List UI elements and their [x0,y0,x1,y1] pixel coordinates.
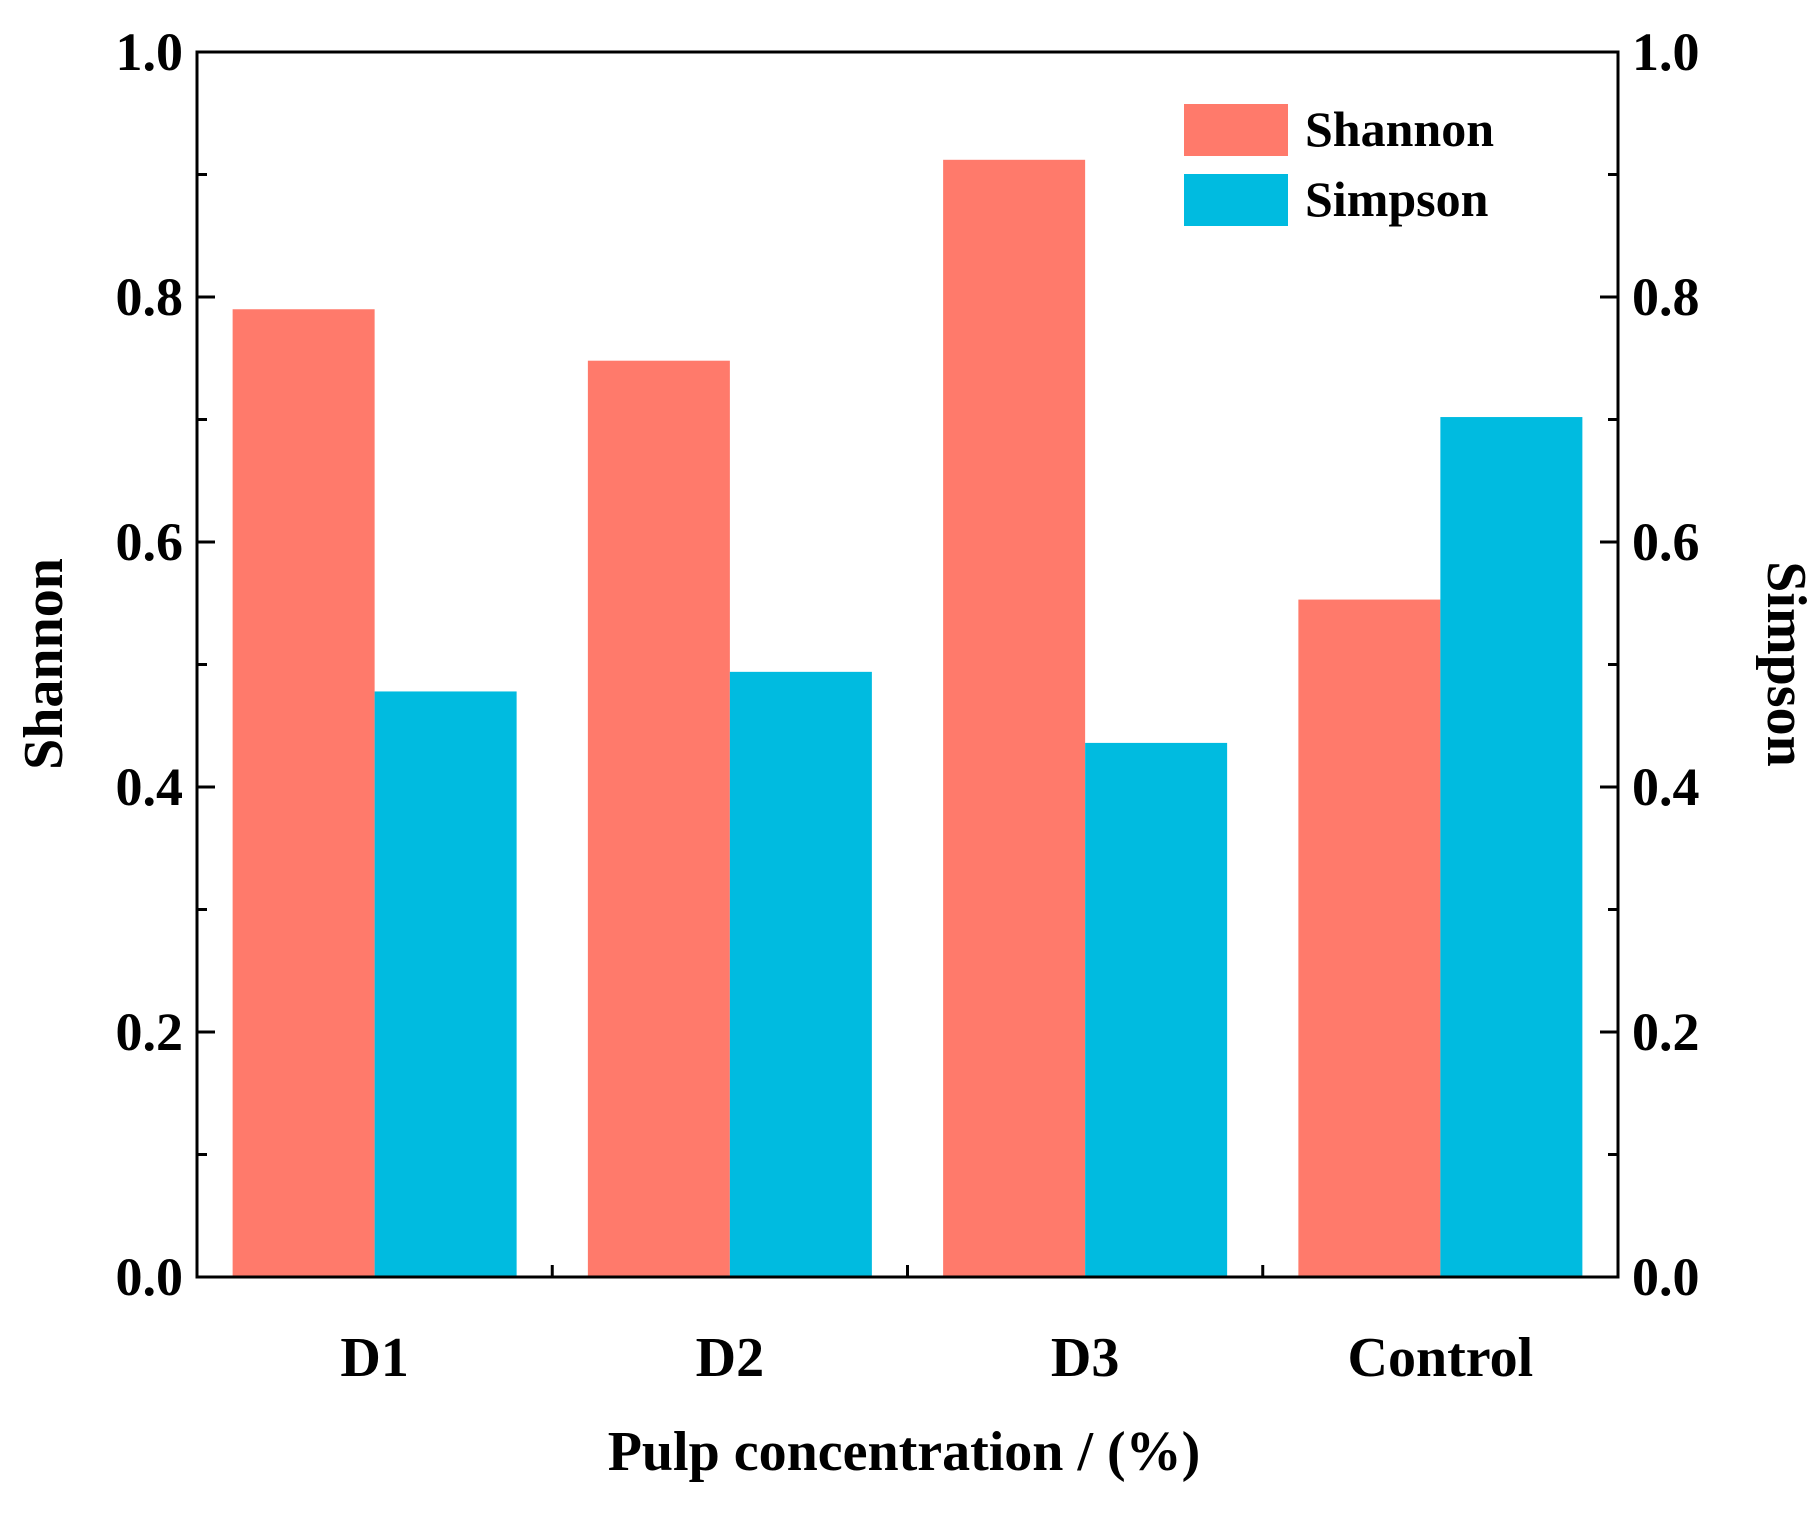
bar-shannon-control [1298,599,1441,1277]
x-tick-label-control: Control [1348,1327,1534,1389]
bar-simpson-d3 [1085,742,1228,1277]
y-axis-title-right: Simpson [1755,561,1813,766]
bar-simpson-d2 [729,671,872,1277]
y-tick-label-left: 0.4 [116,757,184,817]
bar-shannon-d3 [943,159,1086,1277]
x-tick-label-d2: D2 [696,1327,764,1389]
bar-shannon-d1 [232,309,375,1277]
y-tick-label-left: 1.0 [116,22,184,82]
legend-label-simpson: Simpson [1305,171,1489,227]
y-tick-label-right: 0.4 [1632,757,1700,817]
y-tick-label-left: 0.2 [116,1002,184,1062]
x-tick-label-d3: D3 [1051,1327,1119,1389]
x-axis-title: Pulp concentration / (%) [608,1421,1201,1483]
y-tick-label-left: 0.8 [116,267,184,327]
axes-layer [195,50,1620,1279]
y-tick-label-right: 1.0 [1632,22,1700,82]
legend: Shannon Simpson [1184,101,1494,227]
y-axis-title-left: Shannon [13,558,75,770]
legend-swatch-simpson [1184,174,1288,226]
bar-simpson-d1 [374,691,517,1277]
tick-labels-layer: 0.0 0.0 0.2 0.2 0.4 0.4 0.6 0.6 0.8 0.8 1.0 1.0 D1 D2… [116,22,1700,1389]
legend-swatch-shannon [1184,104,1288,156]
y-tick-label-right: 0.2 [1632,1002,1700,1062]
y-tick-label-left: 0.0 [116,1247,184,1307]
y-tick-label-right: 0.8 [1632,267,1700,327]
y-tick-label-right: 0.6 [1632,512,1700,572]
bars-layer [232,159,1583,1277]
y-tick-label-left: 0.6 [116,512,184,572]
bar-simpson-control [1440,417,1583,1277]
y-tick-label-right: 0.0 [1632,1247,1700,1307]
bar-shannon-d2 [587,360,730,1277]
x-tick-label-d1: D1 [340,1327,408,1389]
legend-label-shannon: Shannon [1305,101,1494,157]
